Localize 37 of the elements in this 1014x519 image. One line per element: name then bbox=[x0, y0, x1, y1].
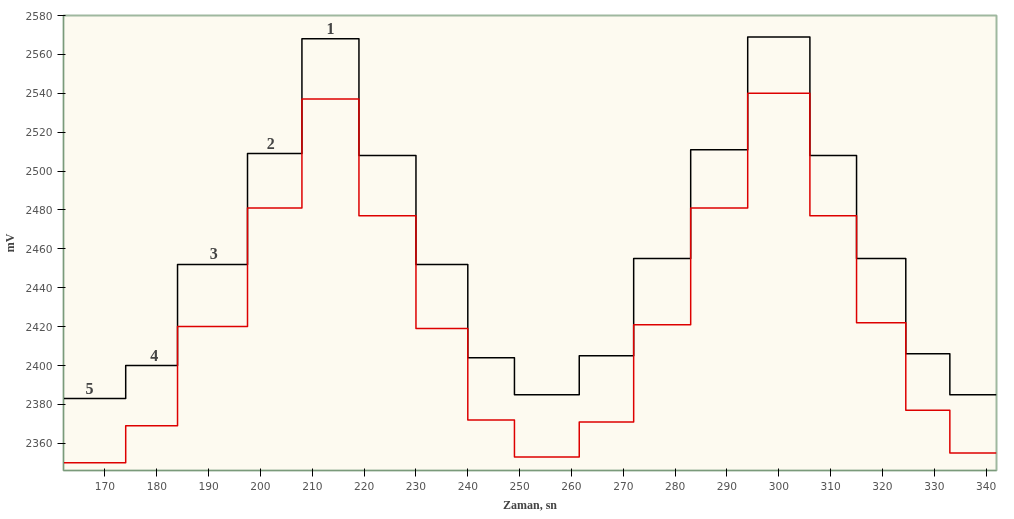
x-axis-title: Zaman, sn bbox=[502, 497, 558, 512]
y-tick-label: 2360 bbox=[25, 437, 53, 451]
y-tick-label: 2580 bbox=[25, 9, 53, 23]
x-tick-label: 210 bbox=[302, 479, 323, 493]
y-tick-label: 2480 bbox=[25, 203, 53, 217]
x-tick-label: 260 bbox=[561, 479, 582, 493]
x-tick-label: 240 bbox=[457, 479, 479, 493]
annotation: 2 bbox=[266, 134, 275, 152]
x-tick-label: 180 bbox=[146, 479, 168, 493]
y-tick-label: 2400 bbox=[25, 359, 53, 373]
annotation: 5 bbox=[85, 379, 94, 397]
x-tick-label: 270 bbox=[613, 479, 634, 493]
x-tick-label: 230 bbox=[405, 479, 427, 493]
y-tick-label: 2540 bbox=[25, 87, 53, 101]
y-tick-label: 2380 bbox=[25, 398, 53, 412]
y-tick-label: 2500 bbox=[25, 165, 53, 179]
x-tick-label: 300 bbox=[768, 479, 790, 493]
x-tick-label: 290 bbox=[716, 479, 738, 493]
x-tick-label: 340 bbox=[975, 479, 997, 493]
x-tick-label: 320 bbox=[872, 479, 893, 493]
y-tick-label: 2440 bbox=[25, 281, 53, 295]
y-axis-title: mV bbox=[3, 233, 18, 253]
x-tick-label: 310 bbox=[820, 479, 842, 493]
x-tick-label: 280 bbox=[664, 479, 686, 493]
x-tick-label: 170 bbox=[94, 479, 116, 493]
x-tick-label: 220 bbox=[353, 479, 375, 493]
annotation: 4 bbox=[150, 346, 159, 364]
y-tick-label: 2520 bbox=[25, 126, 53, 140]
x-tick-label: 250 bbox=[509, 479, 531, 493]
y-tick-label: 2420 bbox=[25, 320, 53, 334]
annotation: 1 bbox=[326, 19, 335, 37]
x-tick-label: 330 bbox=[924, 479, 945, 493]
x-tick-label: 190 bbox=[198, 479, 220, 493]
annotation: 3 bbox=[209, 245, 218, 263]
y-tick-label: 2560 bbox=[25, 48, 53, 62]
y-tick-label: 2460 bbox=[25, 242, 53, 256]
x-tick-label: 200 bbox=[250, 479, 271, 493]
